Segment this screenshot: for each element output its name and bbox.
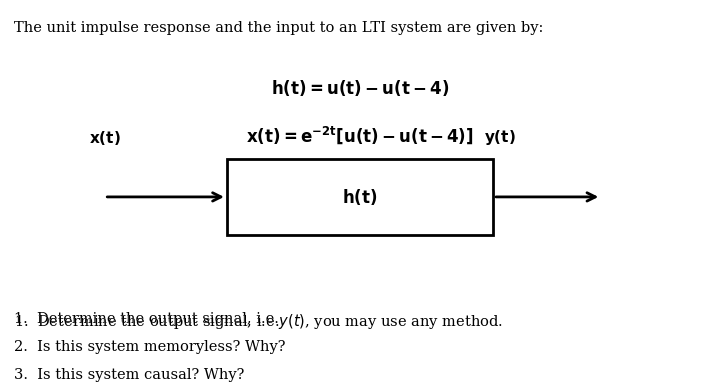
Bar <box>227 159 493 235</box>
Text: $\mathbf{h(t)}$: $\mathbf{h(t)}$ <box>342 187 378 207</box>
Text: 1.  Determine the output signal, i.e.: 1. Determine the output signal, i.e. <box>14 312 279 326</box>
Text: $\mathbf{y(t)}$: $\mathbf{y(t)}$ <box>485 128 516 147</box>
Text: 3.  Is this system causal? Why?: 3. Is this system causal? Why? <box>14 368 245 382</box>
Text: $\mathbf{h(t) = u(t) - u(t - 4)}$: $\mathbf{h(t) = u(t) - u(t - 4)}$ <box>271 78 449 98</box>
Text: 1.  Determine the output signal, i.e.$y(t)$, you may use any method.: 1. Determine the output signal, i.e.$y(t… <box>14 312 503 331</box>
Text: 1.  Determine the output signal, i.e.$y(t)$, you may use any method.: 1. Determine the output signal, i.e.$y(t… <box>14 312 503 331</box>
Text: The unit impulse response and the input to an LTI system are given by:: The unit impulse response and the input … <box>14 21 544 35</box>
Text: $\mathbf{x(t)}$: $\mathbf{x(t)}$ <box>89 130 120 147</box>
Text: 2.  Is this system memoryless? Why?: 2. Is this system memoryless? Why? <box>14 340 286 354</box>
Text: $\mathbf{x(t) = e^{-2t}[u(t) - u(t - 4)]}$: $\mathbf{x(t) = e^{-2t}[u(t) - u(t - 4)]… <box>246 124 474 146</box>
